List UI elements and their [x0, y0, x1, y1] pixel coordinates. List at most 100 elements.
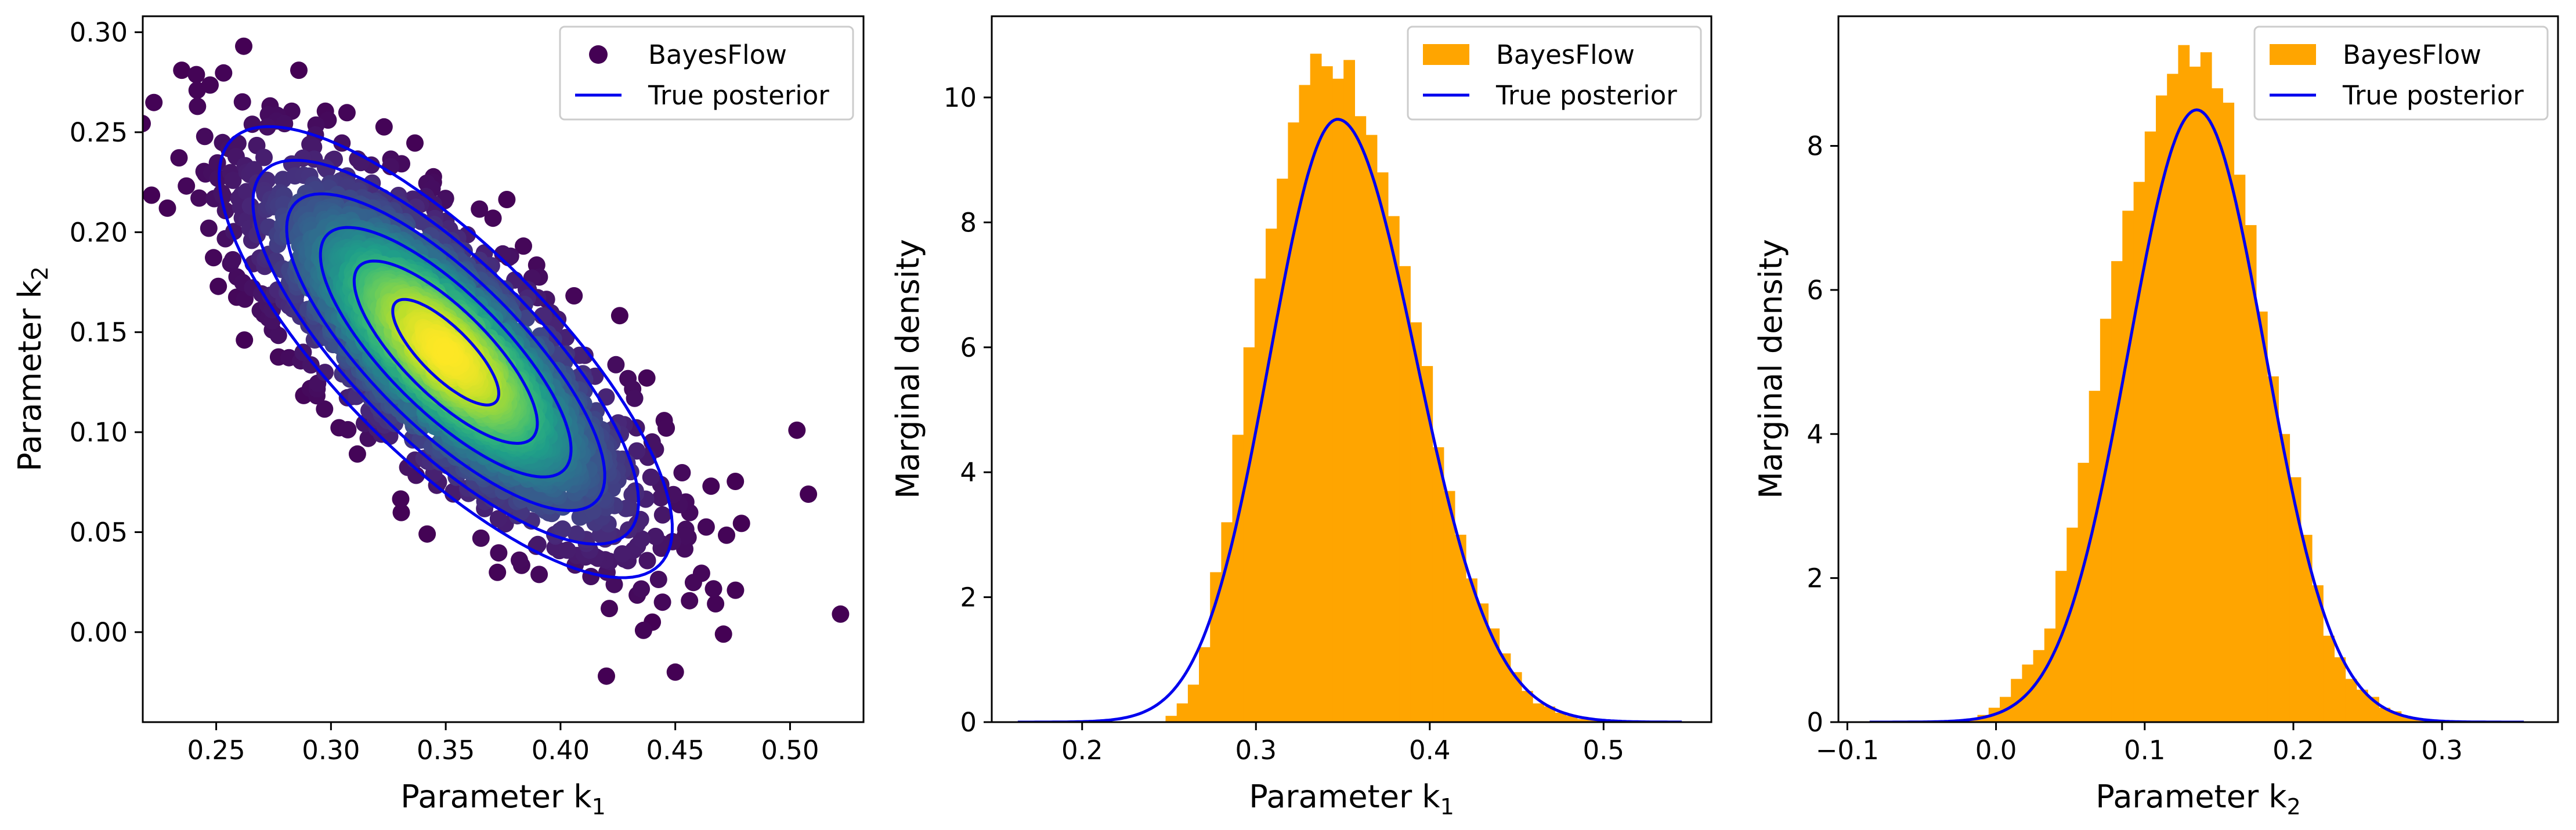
histogram-bar [1577, 719, 1589, 722]
histogram-bar [2223, 103, 2235, 722]
histogram-bar [2133, 182, 2145, 722]
scatter-point [601, 600, 618, 618]
y-tick-label: 0.20 [70, 217, 128, 248]
legend-label-bayesflow: BayesFlow [2343, 39, 2481, 70]
y-tick-label: 0.10 [70, 417, 128, 448]
histogram-k1-x-axis-label: Parameter k1 [1249, 778, 1454, 820]
histogram-k1-y-axis-label: Marginal density [890, 239, 926, 499]
legend-marker-bayesflow [589, 45, 608, 64]
scatter-panel: 0.25 0.30 0.35 0.40 0.45 0.50 0.00 0.05 0.10 0.15… [12, 15, 865, 820]
y-tick-label: 0.15 [70, 317, 128, 348]
posterior-contour [251, 158, 640, 546]
x-tick-label: 0.1 [2124, 735, 2166, 766]
histogram-bar [2245, 225, 2257, 722]
histogram-bar [1466, 578, 1477, 722]
legend-label-true-posterior: True posterior [1495, 80, 1677, 111]
scatter-point [565, 287, 583, 305]
scatter-point [634, 621, 652, 639]
scatter-point [653, 593, 671, 611]
scatter-point [255, 148, 273, 166]
histogram-bar [2200, 52, 2212, 722]
scatter-point [646, 527, 664, 545]
x-tick-label: 0.35 [417, 735, 475, 766]
histogram-bar [1199, 647, 1211, 722]
scatter-point [697, 518, 715, 536]
scatter-point [224, 171, 242, 189]
scatter-point [489, 563, 507, 581]
histogram-bar [1187, 684, 1200, 722]
histogram-k2-x-axis-label: Parameter k2 [2096, 778, 2301, 820]
histogram-bar [2089, 390, 2101, 722]
scatter-point [613, 545, 631, 563]
legend-box [559, 26, 854, 121]
histogram-bar [1399, 266, 1411, 722]
scatter-point [649, 571, 667, 588]
histogram-bar [1343, 60, 1355, 722]
y-tick-label: 2 [960, 582, 977, 613]
scatter-point [633, 580, 651, 598]
y-tick-label: 0.25 [70, 117, 128, 148]
scatter-point [187, 66, 205, 84]
scatter-point [642, 468, 660, 486]
histogram-bar [1376, 172, 1389, 722]
histogram-bar [2156, 95, 2167, 722]
scatter-point [607, 356, 625, 374]
legend-label-bayesflow: BayesFlow [648, 39, 787, 70]
histogram-bar [2278, 434, 2290, 722]
scatter-point [392, 503, 410, 521]
histogram-bar [2323, 636, 2335, 722]
legend-label-bayesflow: BayesFlow [1496, 39, 1635, 70]
scatter-point [515, 237, 532, 255]
scatter-point [215, 64, 233, 82]
histogram-bar [1232, 434, 1244, 722]
scatter-point [170, 149, 188, 167]
scatter-point [684, 574, 702, 592]
scatter-point [494, 245, 512, 263]
histogram-bar [1410, 322, 1422, 722]
scatter-point [554, 520, 572, 538]
scatter-point [392, 490, 410, 508]
x-tick-label: 0.50 [761, 735, 819, 766]
scatter-point [302, 356, 320, 374]
scatter-point [628, 442, 646, 460]
histogram-bar [1310, 53, 1322, 722]
scatter-point [235, 37, 252, 55]
scatter-point [418, 525, 436, 543]
x-tick-label: 0.2 [2272, 735, 2314, 766]
histogram-bar [1432, 447, 1444, 722]
scatter-point [145, 93, 163, 111]
x-tick-label: 0.5 [1583, 735, 1625, 766]
histogram-bar [2256, 311, 2268, 722]
histogram-bar [2111, 261, 2123, 722]
histogram-bar [1210, 572, 1222, 722]
histogram-bar [1521, 691, 1533, 722]
scatter-point [788, 421, 806, 439]
scatter-point [489, 510, 507, 528]
legend-label-true-posterior: True posterior [2342, 80, 2524, 111]
histogram-bar [2212, 88, 2223, 722]
scatter-point [471, 200, 489, 218]
histogram-bar [2356, 690, 2368, 722]
scatter-axes-frame [142, 15, 865, 723]
scatter-point [205, 249, 222, 267]
scatter-point [158, 199, 176, 217]
scatter-point [681, 592, 699, 610]
histogram-k1-axes-frame [991, 15, 1712, 723]
scatter-point [598, 667, 615, 685]
scatter-x-axis-label: Parameter k1 [400, 778, 606, 820]
scatter-point [143, 115, 151, 132]
histogram-bar [1332, 78, 1344, 722]
histogram-bar [2178, 45, 2190, 722]
scatter-point [638, 552, 656, 570]
histogram-bar [2033, 650, 2045, 722]
histogram-k2-y-axis-label: Marginal density [1753, 239, 1789, 499]
y-tick-label: 0.30 [70, 17, 128, 48]
histogram-bar [1288, 122, 1300, 722]
posterior-contour [319, 226, 573, 479]
y-tick-label: 4 [1807, 419, 1823, 450]
histogram-bar [2122, 211, 2134, 722]
x-tick-label: −0.1 [1816, 735, 1879, 766]
legend-patch-bayesflow [1423, 44, 1469, 65]
histogram-bar [2345, 679, 2357, 722]
histogram-bar [1354, 116, 1367, 722]
